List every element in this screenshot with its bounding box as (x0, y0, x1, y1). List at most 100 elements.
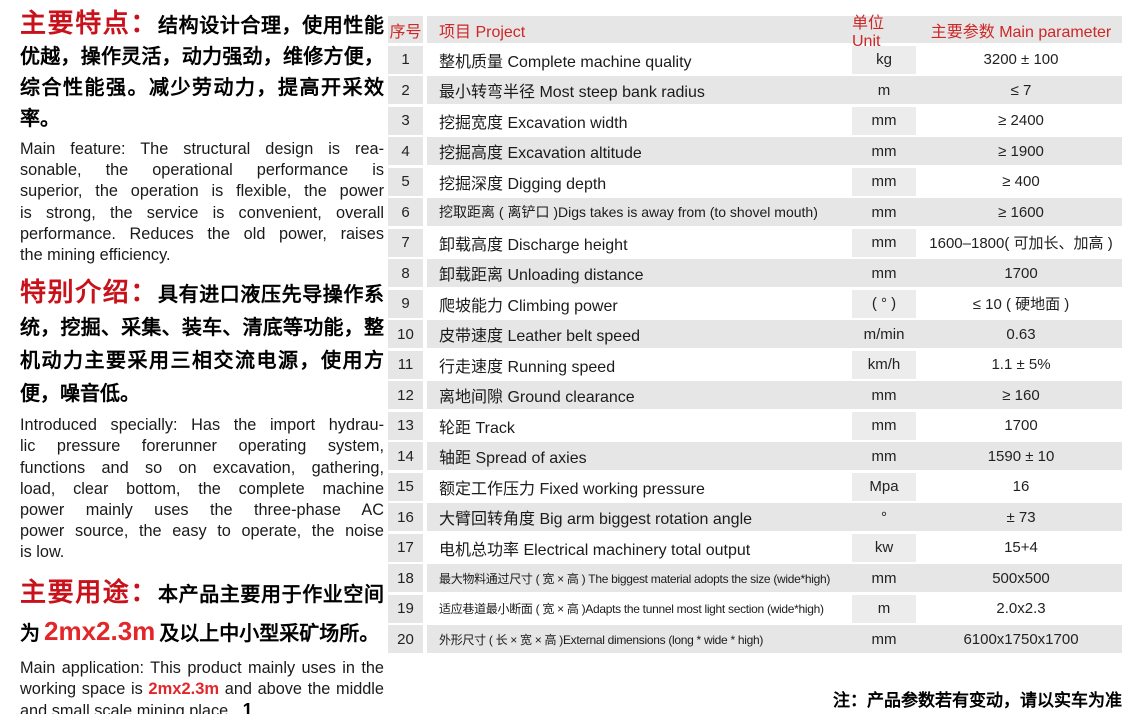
row-body: 皮带速度 Leather belt speed m/min 0.63 (427, 320, 1122, 348)
column-gutter (423, 594, 427, 623)
application-en-after: and above the middle and small scale min… (20, 680, 384, 714)
parameter-cell: ≥ 1900 (998, 142, 1044, 160)
unit-cell: m (877, 81, 891, 99)
row-number-cell: 11 (388, 350, 423, 379)
unit-cell: ° (881, 508, 887, 526)
column-gutter (423, 381, 427, 409)
table-row: 12 离地间隙 Ground clearance mm ≥ 160 (388, 381, 1122, 409)
table-row: 20 外形尺寸 ( 长 × 宽 × 高 )External dimensions … (388, 625, 1122, 653)
introduction-paragraph-en: Introduced specially: Has the import hyd… (20, 415, 384, 563)
paragraph-line: power source, the easy to operate, the n… (20, 522, 384, 541)
paragraph-line: functions and so on excavation, gatherin… (20, 458, 384, 477)
header-parameter: 主要参数 Main parameter (930, 23, 1112, 41)
parameter-cell: 500x500 (992, 569, 1050, 587)
page-number: 1 (242, 700, 253, 714)
parameter-cell: ≥ 160 (1002, 386, 1040, 404)
table-row: 4 挖掘高度 Excavation altitude mm ≥ 1900 (388, 137, 1122, 165)
parameter-cell: 15+4 (1004, 539, 1038, 556)
parameter-cell: 16 (1012, 478, 1030, 495)
row-number-cell: 14 (388, 442, 423, 470)
project-cell: 挖掘宽度 Excavation width (439, 114, 628, 132)
table-row: 8 卸载距离 Unloading distance mm 1700 (388, 259, 1122, 287)
application-heading: 主要用途： (20, 576, 158, 607)
column-gutter (423, 411, 427, 440)
row-number-cell: 8 (388, 259, 423, 287)
paragraph-line: sonable, the operational performance is (20, 161, 384, 180)
unit-cell: mm (871, 203, 897, 221)
unit-cell: mm (852, 411, 916, 440)
features-text-zh: 结构设计合理，使用性能优越，操作灵活，动力强劲，维修方便，综合性能强。减少劳动力… (20, 15, 384, 130)
project-cell: 挖掘高度 Excavation altitude (439, 145, 642, 162)
unit-cell: mm (871, 142, 897, 160)
column-gutter (423, 167, 427, 196)
paragraph-line: Main feature: The structural design is r… (20, 140, 384, 158)
footnote: 注：产品参数若有变动，请以实车为准 (833, 691, 1122, 710)
row-number-cell: 3 (388, 106, 423, 135)
table-row: 14 轴距 Spread of axies mm 1590 ± 10 (388, 442, 1122, 470)
project-cell: 行走速度 Running speed (439, 358, 616, 376)
parameter-cell: 1700 (1004, 264, 1038, 282)
row-body: 挖掘深度 Digging depth mm ≥ 400 (427, 167, 1122, 196)
header-project: 项目 Project (439, 23, 526, 41)
parameter-cell: ≥ 400 (1002, 173, 1040, 190)
row-body: 外形尺寸 ( 长 × 宽 × 高 )External dimensions (l… (427, 625, 1122, 653)
unit-cell: km/h (852, 350, 916, 379)
working-space-size-value: 2mx2.3m (44, 615, 156, 646)
row-number-cell: 13 (388, 411, 423, 440)
row-number-cell: 7 (388, 228, 423, 257)
project-cell: 电机总功率 Electrical machinery total output (439, 541, 751, 559)
project-cell: 整机质量 Complete machine quality (439, 53, 692, 71)
row-number-cell: 15 (388, 472, 423, 501)
row-number-cell: 6 (388, 198, 423, 226)
project-cell: 外形尺寸 ( 长 × 宽 × 高 )External dimensions (l… (439, 632, 764, 647)
column-gutter (423, 472, 427, 501)
project-cell: 最大物料通过尺寸 ( 宽 × 高 ) The biggest material … (439, 571, 831, 586)
unit-cell: ( ° ) (852, 289, 916, 318)
header-unit: 单位 Unit (852, 14, 885, 50)
introduction-heading: 特别介绍： (20, 277, 158, 308)
parameter-cell: 1590 ± 10 (987, 447, 1055, 465)
table-row: 3 挖掘宽度 Excavation width mm ≥ 2400 (388, 106, 1122, 135)
features-paragraph: 主要特点：结构设计合理，使用性能优越，操作灵活，动力强劲，维修方便，综合性能强。… (20, 8, 384, 135)
row-body: 最大物料通过尺寸 ( 宽 × 高 ) The biggest material … (427, 564, 1122, 592)
project-cell: 轮距 Track (439, 419, 515, 437)
project-cell: 卸载距离 Unloading distance (439, 267, 644, 284)
table-header-row: 序号 项目 Project 单位 Unit 主要参数 Main parameter (388, 14, 1122, 50)
column-gutter (423, 625, 427, 653)
table-row: 9 爬坡能力 Climbing power ( ° ) ≤ 10 ( 硬地面 ) (388, 289, 1122, 318)
parameter-cell: 2.0x2.3 (996, 600, 1046, 617)
paragraph-line: performance. Reduces the old power, rais… (20, 224, 384, 243)
paragraph-line: is low. (20, 543, 65, 562)
project-cell: 最小转弯半径 Most steep bank radius (439, 84, 705, 101)
row-number-cell: 17 (388, 533, 423, 562)
row-number-cell: 1 (388, 45, 423, 74)
row-number-cell: 16 (388, 503, 423, 531)
table-row: 16 大臂回转角度 Big arm biggest rotation angle °… (388, 503, 1122, 531)
table-row: 2 最小转弯半径 Most steep bank radius m ≤ 7 (388, 76, 1122, 104)
project-cell: 挖掘深度 Digging depth (439, 175, 607, 193)
features-heading: 主要特点： (20, 8, 158, 38)
unit-cell: mm (852, 167, 916, 196)
row-body: 电机总功率 Electrical machinery total output k… (427, 533, 1122, 562)
row-body: 大臂回转角度 Big arm biggest rotation angle ° ± … (427, 503, 1122, 531)
paragraph-line: the mining efficiency. (20, 246, 171, 265)
column-gutter (423, 259, 427, 287)
row-body: 爬坡能力 Climbing power ( ° ) ≤ 10 ( 硬地面 ) (427, 289, 1122, 318)
parameter-cell: 0.63 (1006, 325, 1036, 343)
row-body: 整机质量 Complete machine quality kg 3200 ± 10… (427, 45, 1122, 74)
row-body: 挖掘高度 Excavation altitude mm ≥ 1900 (427, 137, 1122, 165)
header-no: 序号 (388, 16, 423, 43)
row-body: 挖取距离 ( 离铲口 )Digs takes is away from (to … (427, 198, 1122, 226)
table-row: 6 挖取距离 ( 离铲口 )Digs takes is away from (to… (388, 198, 1122, 226)
parameter-cell: ± 73 (1006, 508, 1036, 526)
row-body: 最小转弯半径 Most steep bank radius m ≤ 7 (427, 76, 1122, 104)
parameter-cell: ≥ 2400 (998, 112, 1044, 129)
spec-table: 序号 项目 Project 单位 Unit 主要参数 Main parameter 1 整… (388, 14, 1122, 653)
table-row: 5 挖掘深度 Digging depth mm ≥ 400 (388, 167, 1122, 196)
row-body: 项目 Project 单位 Unit 主要参数 Main parameter (427, 14, 1122, 50)
parameter-cell: ≤ 7 (1010, 81, 1032, 99)
column-gutter (423, 564, 427, 592)
project-cell: 皮带速度 Leather belt speed (439, 328, 640, 345)
table-row: 17 电机总功率 Electrical machinery total outpu… (388, 533, 1122, 562)
row-number-cell: 9 (388, 289, 423, 318)
